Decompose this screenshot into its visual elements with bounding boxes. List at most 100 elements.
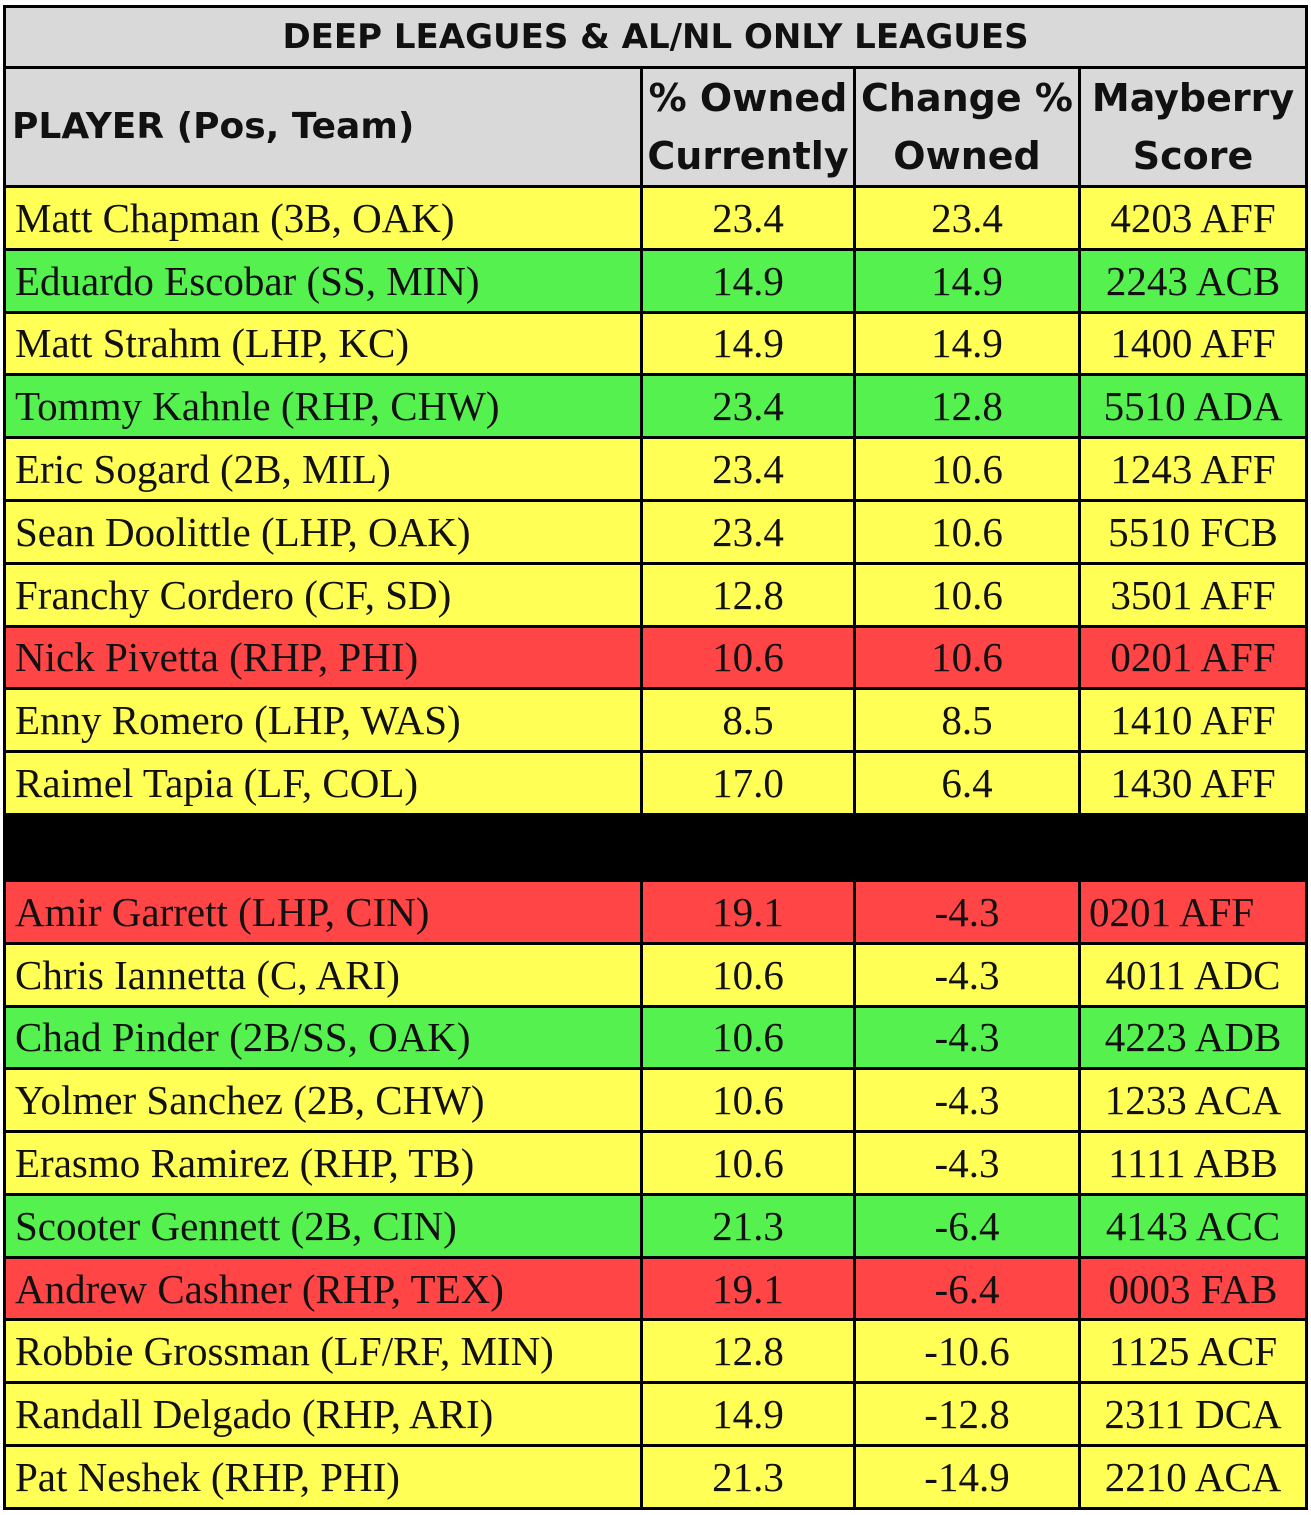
score-cell: 1243 AFF (1077, 436, 1309, 502)
player-cell: Chad Pinder (2B/SS, OAK) (3, 1004, 643, 1071)
owned-cell: 10.6 (640, 624, 856, 691)
table-row: Erasmo Ramirez (RHP, TB) 10.6 -4.3 1111 ABB (3, 1130, 1309, 1196)
table-row: Sean Doolittle (LHP, OAK) 23.4 10.6 5510 FC… (3, 498, 1309, 565)
table-title: DEEP LEAGUES & AL/NL ONLY LEAGUES (2, 5, 1309, 69)
owned-cell: 19.1 (640, 878, 856, 945)
change-cell: -6.4 (853, 1192, 1081, 1259)
player-cell: Enny Romero (LHP, WAS) (3, 687, 643, 754)
title-row: DEEP LEAGUES & AL/NL ONLY LEAGUES (2, 5, 1309, 69)
score-cell: 1111 ABB (1077, 1130, 1309, 1196)
change-cell: 10.6 (853, 624, 1081, 691)
score-cell: 0003 FAB (1077, 1255, 1309, 1322)
score-cell: 0201 AFF (1077, 878, 1309, 945)
score-cell: 5510 FCB (1077, 498, 1309, 565)
header-player: PLAYER (Pos, Team) (3, 66, 643, 188)
owned-cell: 17.0 (640, 750, 856, 816)
player-cell: Pat Neshek (RHP, PHI) (3, 1444, 643, 1510)
player-cell: Matt Strahm (LHP, KC) (3, 310, 643, 377)
change-cell: 10.6 (853, 561, 1081, 628)
header-change-line2: Owned (893, 134, 1041, 178)
score-cell: 2243 ACB (1077, 247, 1309, 314)
owned-cell: 19.1 (640, 1255, 856, 1322)
change-cell: 8.5 (853, 687, 1081, 754)
score-cell: 2210 ACA (1077, 1444, 1309, 1510)
table-body: Matt Chapman (3B, OAK) 23.4 23.4 4203 AFF Ed… (2, 185, 1309, 1510)
change-cell: -14.9 (853, 1444, 1081, 1510)
change-cell: 12.8 (853, 373, 1081, 440)
player-cell: Randall Delgado (RHP, ARI) (3, 1381, 643, 1448)
header-score-line2: Score (1132, 134, 1254, 178)
owned-cell: 23.4 (640, 185, 856, 251)
change-cell: -4.3 (853, 1067, 1081, 1134)
header-score: Mayberry Score (1077, 66, 1309, 188)
table-row: Randall Delgado (RHP, ARI) 14.9 -12.8 2311 … (3, 1381, 1309, 1448)
player-cell: Yolmer Sanchez (2B, CHW) (3, 1067, 643, 1134)
owned-cell: 23.4 (640, 436, 856, 502)
change-cell: 14.9 (853, 247, 1081, 314)
owned-cell: 10.6 (640, 1067, 856, 1134)
table-row: Tommy Kahnle (RHP, CHW) 23.4 12.8 5510 ADA (3, 373, 1309, 440)
table-row: Robbie Grossman (LF/RF, MIN) 12.8 -10.6 112… (3, 1318, 1309, 1385)
owned-cell: 10.6 (640, 1130, 856, 1196)
table-row: Nick Pivetta (RHP, PHI) 10.6 10.6 0201 AFF (3, 624, 1309, 691)
owned-cell: 14.9 (640, 247, 856, 314)
table-row: Scooter Gennett (2B, CIN) 21.3 -6.4 4143 AC… (3, 1192, 1309, 1259)
change-cell: 10.6 (853, 436, 1081, 502)
table-row: Pat Neshek (RHP, PHI) 21.3 -14.9 2210 ACA (3, 1444, 1309, 1510)
table-row: Matt Strahm (LHP, KC) 14.9 14.9 1400 AFF (3, 310, 1309, 377)
player-cell: Eric Sogard (2B, MIL) (3, 436, 643, 502)
owned-cell: 12.8 (640, 1318, 856, 1385)
owned-cell: 10.6 (640, 1004, 856, 1071)
player-cell: Tommy Kahnle (RHP, CHW) (3, 373, 643, 440)
score-cell: 4223 ADB (1077, 1004, 1309, 1071)
score-cell: 3501 AFF (1077, 561, 1309, 628)
owned-cell: 14.9 (640, 310, 856, 377)
header-score-line1: Mayberry (1091, 76, 1295, 120)
player-cell: Raimel Tapia (LF, COL) (3, 750, 643, 816)
table-row: Yolmer Sanchez (2B, CHW) 10.6 -4.3 1233 ACA (3, 1067, 1309, 1134)
player-cell: Nick Pivetta (RHP, PHI) (3, 624, 643, 691)
score-cell: 1430 AFF (1077, 750, 1309, 816)
table-row: Amir Garrett (LHP, CIN) 19.1 -4.3 0201 AFF (3, 878, 1309, 945)
ownership-table: DEEP LEAGUES & AL/NL ONLY LEAGUES PLAYER… (2, 5, 1309, 1510)
change-cell: -12.8 (853, 1381, 1081, 1448)
score-cell: 4011 ADC (1077, 941, 1309, 1008)
score-cell: 1125 ACF (1077, 1318, 1309, 1385)
table-row: Enny Romero (LHP, WAS) 8.5 8.5 1410 AFF (3, 687, 1309, 754)
score-cell: 2311 DCA (1077, 1381, 1309, 1448)
table-row: Andrew Cashner (RHP, TEX) 19.1 -6.4 0003 FA… (3, 1255, 1309, 1322)
change-cell: 14.9 (853, 310, 1081, 377)
change-cell: 23.4 (853, 185, 1081, 251)
owned-cell: 10.6 (640, 941, 856, 1008)
change-cell: -4.3 (853, 1004, 1081, 1071)
change-cell: -10.6 (853, 1318, 1081, 1385)
header-owned-line2: Currently (647, 134, 849, 178)
player-cell: Scooter Gennett (2B, CIN) (3, 1192, 643, 1259)
table-row: Raimel Tapia (LF, COL) 17.0 6.4 1430 AFF (3, 750, 1309, 816)
owned-cell: 8.5 (640, 687, 856, 754)
score-cell: 1233 ACA (1077, 1067, 1309, 1134)
change-cell: 10.6 (853, 498, 1081, 565)
score-cell: 1400 AFF (1077, 310, 1309, 377)
owned-cell: 12.8 (640, 561, 856, 628)
table-row: Franchy Cordero (CF, SD) 12.8 10.6 3501 AFF (3, 561, 1309, 628)
change-cell: -6.4 (853, 1255, 1081, 1322)
score-cell: 4143 ACC (1077, 1192, 1309, 1259)
player-cell: Amir Garrett (LHP, CIN) (3, 878, 643, 945)
separator-bar (2, 812, 1309, 882)
owned-cell: 21.3 (640, 1192, 856, 1259)
table-row: Matt Chapman (3B, OAK) 23.4 23.4 4203 AFF (3, 185, 1309, 251)
header-change: Change % Owned (853, 66, 1081, 188)
player-cell: Sean Doolittle (LHP, OAK) (3, 498, 643, 565)
change-cell: 6.4 (853, 750, 1081, 816)
score-cell: 0201 AFF (1077, 624, 1309, 691)
player-cell: Chris Iannetta (C, ARI) (3, 941, 643, 1008)
separator-row (2, 812, 1309, 882)
change-cell: -4.3 (853, 878, 1081, 945)
score-cell: 5510 ADA (1077, 373, 1309, 440)
score-cell: 4203 AFF (1077, 185, 1309, 251)
header-owned-line1: % Owned (648, 76, 848, 120)
header-owned: % Owned Currently (640, 66, 856, 188)
owned-cell: 23.4 (640, 373, 856, 440)
player-cell: Franchy Cordero (CF, SD) (3, 561, 643, 628)
